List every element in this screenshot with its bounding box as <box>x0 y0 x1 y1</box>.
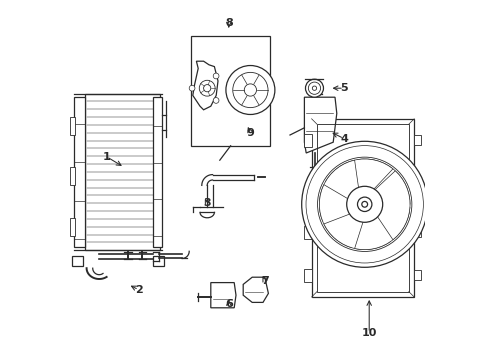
Polygon shape <box>211 283 236 308</box>
FancyBboxPatch shape <box>70 117 75 135</box>
Text: 4: 4 <box>340 134 348 144</box>
Bar <box>317 124 409 292</box>
Polygon shape <box>325 159 393 198</box>
Polygon shape <box>374 171 410 240</box>
Bar <box>85 94 160 250</box>
Bar <box>74 97 85 247</box>
Polygon shape <box>355 203 410 249</box>
Polygon shape <box>324 213 391 249</box>
Polygon shape <box>358 159 410 204</box>
Bar <box>312 119 414 297</box>
Text: 10: 10 <box>362 328 377 338</box>
Circle shape <box>213 98 219 103</box>
Bar <box>72 256 83 266</box>
Text: 6: 6 <box>225 299 233 309</box>
Bar <box>153 256 164 266</box>
FancyBboxPatch shape <box>70 167 75 185</box>
Bar <box>304 226 312 239</box>
Polygon shape <box>304 97 337 153</box>
Circle shape <box>305 79 323 97</box>
Circle shape <box>302 141 428 267</box>
Bar <box>414 135 421 145</box>
Text: 8: 8 <box>225 18 233 28</box>
Circle shape <box>245 84 257 96</box>
Bar <box>153 97 162 247</box>
Circle shape <box>312 86 317 90</box>
Bar <box>304 134 312 147</box>
Text: 9: 9 <box>246 128 254 138</box>
Circle shape <box>226 66 275 114</box>
Circle shape <box>199 80 215 96</box>
Circle shape <box>204 85 211 92</box>
Text: 7: 7 <box>261 276 269 286</box>
Text: 5: 5 <box>340 83 348 93</box>
Circle shape <box>233 72 268 108</box>
Circle shape <box>347 186 383 222</box>
Circle shape <box>308 82 320 94</box>
Circle shape <box>362 202 368 207</box>
Bar <box>414 270 421 280</box>
FancyBboxPatch shape <box>70 218 75 236</box>
Polygon shape <box>319 185 363 248</box>
Circle shape <box>189 85 195 91</box>
Text: 2: 2 <box>135 285 143 295</box>
Polygon shape <box>243 277 269 302</box>
Text: 1: 1 <box>102 152 110 162</box>
Text: 3: 3 <box>203 198 211 208</box>
Polygon shape <box>193 61 218 110</box>
Bar <box>414 227 421 237</box>
Bar <box>191 36 270 146</box>
Bar <box>304 269 312 282</box>
Circle shape <box>213 73 219 79</box>
Polygon shape <box>319 160 359 221</box>
Circle shape <box>358 197 372 211</box>
